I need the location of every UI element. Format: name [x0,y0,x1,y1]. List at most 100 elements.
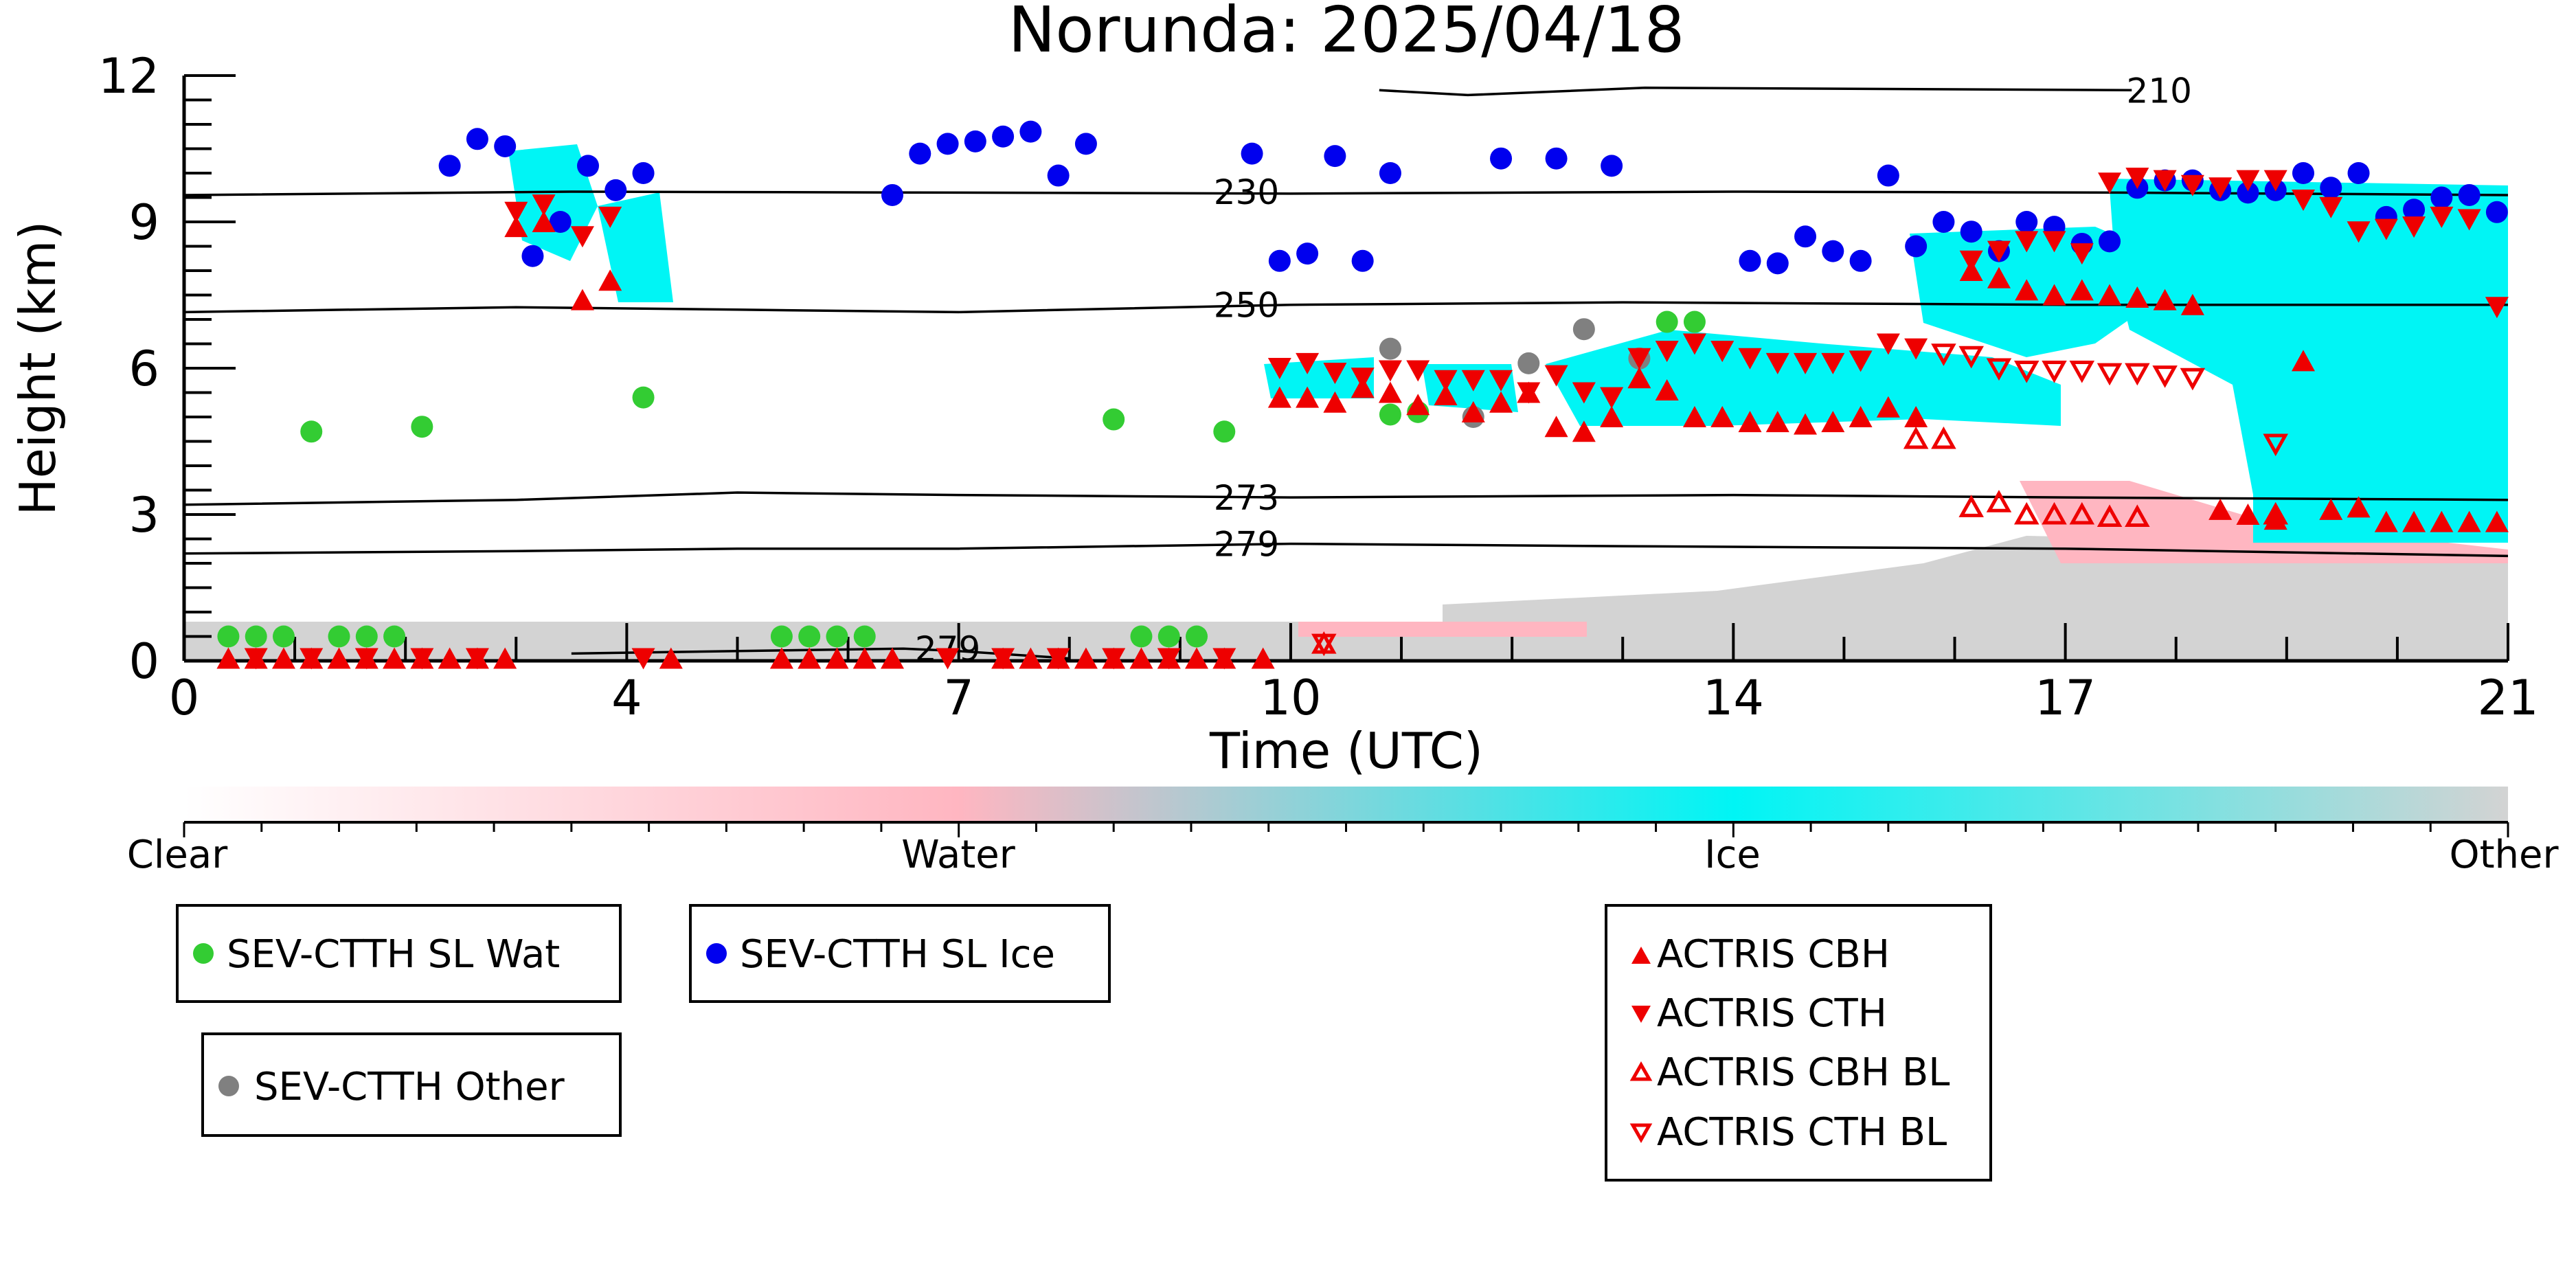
sev-ctth-sl-ice-marker [1849,249,1872,272]
y-tick-label: 6 [128,341,159,397]
actris-cbh-marker [1627,367,1651,389]
sev-ctth-sl-ice-marker [1490,147,1513,170]
legend-marker-actris-cbh [1631,947,1651,964]
legend-label-actris-cth-bl: ACTRIS CTH BL [1657,1110,1947,1155]
contour-label: 230 [1214,172,1279,212]
sev-ctth-sl-wat-marker [355,625,378,648]
actris-cth-marker [1821,352,1845,374]
actris-cbh-marker [216,647,240,669]
sev-ctth-sl-ice-marker [2320,177,2342,199]
actris-cbh-bl-marker [2097,504,2123,528]
legend-actris: ACTRIS CBH ACTRIS CTH ACTRIS CBH BL ACTR… [1605,904,1992,1182]
actris-cbh-marker [1406,394,1430,416]
legend-label-actris-cbh: ACTRIS CBH [1657,932,1890,977]
sev-ctth-sl-ice-marker [1241,142,1263,165]
actris-cbh-marker [2430,510,2454,532]
actris-cbh-marker [2291,350,2315,372]
actris-cbh-marker [2125,286,2149,308]
legend-label-sev-other: SEV-CTTH Other [254,1065,565,1109]
actris-cth-bl-marker [2263,433,2288,457]
sev-ctth-sl-ice-marker [2458,183,2481,206]
actris-cth-marker [1157,648,1181,670]
legend-sev-ice: SEV-CTTH SL Ice [689,904,1111,1003]
actris-cth-marker [991,648,1015,670]
sev-ctth-sl-ice-marker [1960,221,1982,243]
actris-cbh-marker [769,647,793,669]
actris-cth-marker [1600,387,1624,409]
actris-cth-bl-marker [2013,361,2040,383]
actris-cth-marker [1738,348,1762,370]
actris-cth-marker [2291,190,2315,212]
actris-cbh-marker [1600,406,1624,427]
actris-cth-marker [2402,216,2426,238]
x-tick-label: 21 [2477,670,2538,726]
legend-marker-sev-water [193,943,214,964]
sev-ctth-other-marker [1517,352,1540,374]
actris-cth-marker [532,194,556,216]
actris-cbh-marker [1434,384,1458,406]
colorbar-label-water: Water [901,833,1016,877]
actris-cth-marker [2098,172,2122,194]
sev-ctth-sl-ice-marker [1794,225,1817,248]
actris-cth-marker [2457,209,2481,231]
contour-line [184,301,2508,314]
actris-cbh-marker [1765,411,1789,433]
actris-cth-marker [2236,170,2260,192]
actris-cbh-marker [1489,391,1513,413]
x-tick-label: 10 [1260,670,1321,726]
actris-cbh-marker [1267,386,1291,408]
actris-cth-marker [2153,170,2177,192]
sev-ctth-sl-wat-marker [383,625,406,648]
actris-cth-marker [2347,221,2371,243]
actris-cth-marker [1406,360,1430,382]
actris-cbh-marker [2485,510,2509,532]
actris-cth-marker [1904,338,1928,360]
actris-cth-marker [1627,348,1651,370]
y-tick-label: 9 [128,194,159,251]
sev-ctth-sl-ice-marker [2099,230,2121,253]
sev-ctth-sl-ice-marker [1905,235,1928,258]
actris-cbh-marker [2236,504,2260,525]
y-tick-label: 0 [128,633,159,690]
actris-cth-bl-marker [2042,361,2067,383]
sev-ctth-sl-ice-marker [1074,133,1097,155]
sev-ctth-sl-ice-marker [992,125,1015,148]
colorbar-label-ice: Ice [1704,833,1761,877]
legend-marker-sev-ice [706,943,727,964]
sev-ctth-sl-wat-marker [632,386,655,409]
actris-cth-marker [2374,218,2398,240]
sev-ctth-sl-ice-marker [1019,120,1042,143]
actris-cbh-marker [798,647,822,669]
actris-cth-marker [465,648,489,670]
actris-cbh-marker [825,647,849,669]
sev-ctth-sl-wat-marker [328,625,350,648]
sev-ctth-sl-ice-marker [2015,211,2038,233]
actris-cbh-marker [504,216,528,238]
actris-cth-marker [1987,240,2011,262]
actris-cth-marker [1876,333,1900,355]
actris-cth-marker [1323,363,1347,385]
sev-ctth-sl-ice-marker [2292,162,2314,184]
actris-cth-marker [354,648,379,670]
actris-cth-marker [570,226,594,248]
sev-ctth-sl-ice-marker [576,155,599,177]
actris-cth-bl-marker [1311,633,1337,657]
x-tick-label: 0 [169,670,200,726]
actris-cbh-marker [383,647,407,669]
actris-cth-marker [410,648,434,670]
actris-cbh-marker [1849,406,1873,427]
actris-cbh-bl-marker [2069,501,2095,525]
actris-cth-bl-marker [1931,343,1956,366]
sev-ctth-sl-ice-marker [2430,186,2453,209]
actris-cth-marker [1765,352,1789,374]
sev-ctth-sl-wat-marker [1103,408,1125,431]
sev-ctth-sl-wat-marker [770,625,793,648]
ice-patch-thirteen [1546,330,2061,426]
actris-cbh-bl-marker [1931,426,1956,449]
actris-cth-marker [1296,352,1320,374]
actris-cbh-marker [327,647,351,669]
contour-label: 279 [1214,525,1279,565]
actris-cbh-marker [1019,647,1043,669]
actris-cbh-marker [1987,267,2011,289]
actris-cbh-marker [1572,420,1596,442]
